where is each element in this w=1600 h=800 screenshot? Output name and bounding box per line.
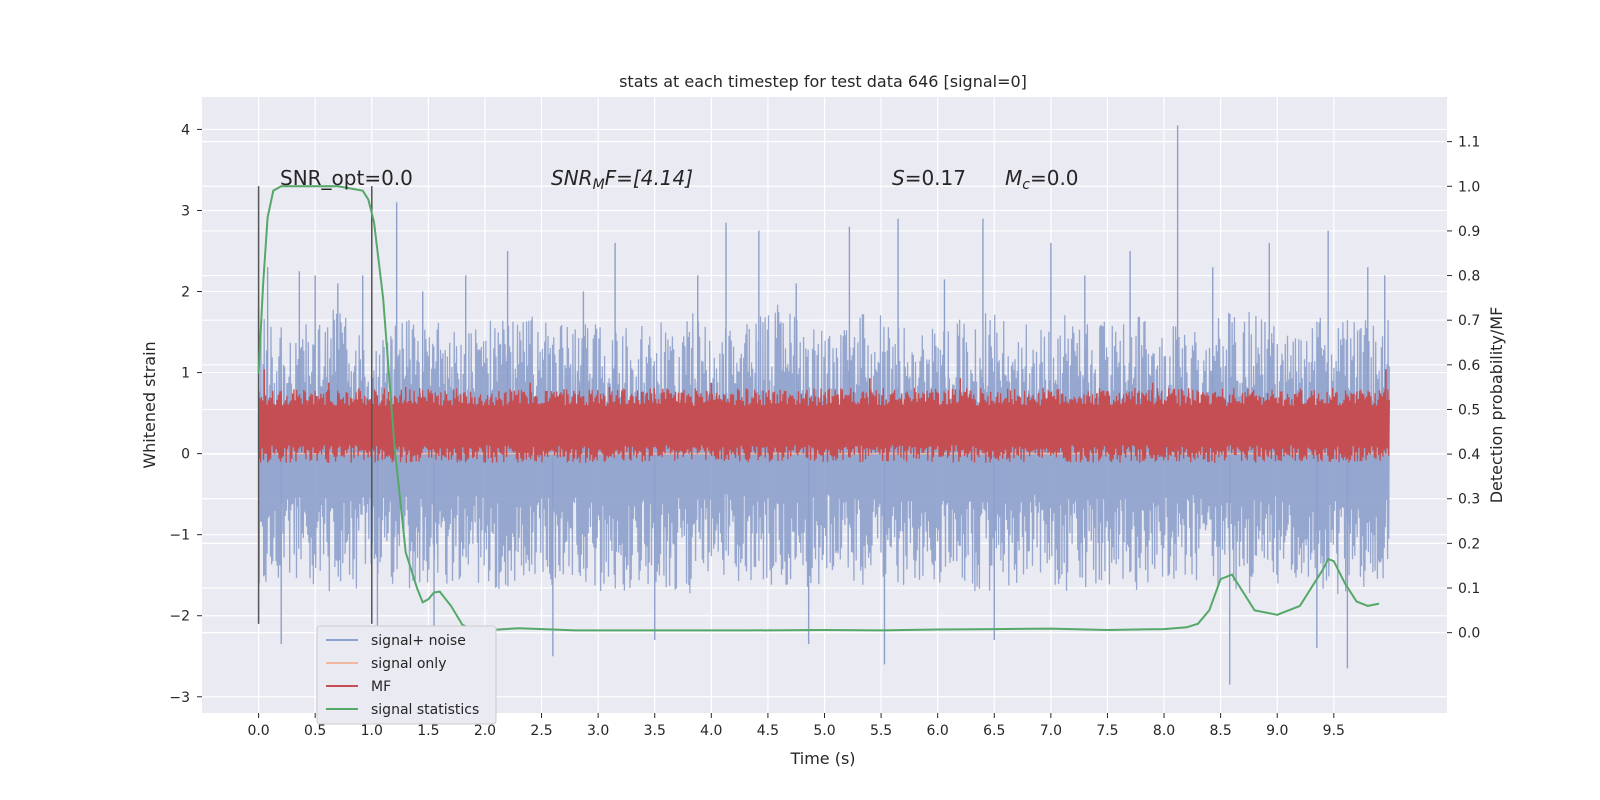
annotation-s: S=0.17: [892, 166, 966, 190]
x-tick-label: 0.5: [304, 723, 326, 739]
series-signal-statistics: [257, 185, 1380, 632]
x-axis-label: Time (s): [789, 749, 855, 768]
x-tick-label: 4.0: [700, 723, 722, 739]
event-markers: [257, 186, 373, 624]
x-tick-label: 3.5: [644, 723, 666, 739]
legend-label-mf: MF: [371, 679, 391, 695]
x-tick-label: 5.0: [813, 723, 835, 739]
legend: signal+ noise signal only MF signal stat…: [316, 625, 497, 725]
x-tick-label: 1.0: [361, 723, 383, 739]
x-tick-label: 7.0: [1040, 723, 1062, 739]
signal-noise-line: [257, 304, 1390, 595]
mf-line: [257, 387, 1390, 464]
signal-statistics-line: [257, 185, 1380, 632]
legend-label-signal-statistics: signal statistics: [371, 702, 479, 718]
x-tick-label: 1.5: [417, 723, 439, 739]
annotation-snr-mf: SNRMF=[4.14]: [551, 166, 693, 193]
y-right-tick-label: 1.0: [1458, 179, 1480, 195]
y-tick-label: 0: [181, 447, 190, 463]
y-tick-label: 4: [181, 122, 190, 138]
x-tick-label: 5.5: [870, 723, 892, 739]
y-right-tick-label: 0.0: [1458, 626, 1480, 642]
y-tick-label: −3: [169, 690, 190, 706]
legend-label-signal-noise: signal+ noise: [371, 633, 466, 649]
y-right-tick-label: 0.6: [1458, 358, 1480, 374]
y-tick-label: 2: [181, 285, 190, 301]
y-right-tick-label: 0.3: [1458, 492, 1480, 508]
x-tick-label: 9.0: [1266, 723, 1288, 739]
annotation-mc: Mc=0.0: [1005, 166, 1079, 193]
y-right-tick-label: 0.7: [1458, 313, 1480, 329]
y-tick-label: −1: [169, 528, 190, 544]
y-tick-label: −2: [169, 609, 190, 625]
x-tick-label: 9.5: [1323, 723, 1345, 739]
x-tick-label: 2.5: [530, 723, 552, 739]
x-tick-label: 8.5: [1210, 723, 1232, 739]
legend-label-signal-only: signal only: [371, 656, 446, 672]
x-tick-label: 2.0: [474, 723, 496, 739]
x-tick-label: 6.0: [927, 723, 949, 739]
y-tick-label: 1: [181, 366, 190, 382]
x-tick-label: 0.0: [247, 723, 269, 739]
y-axis-right-label: Detection probability/MF: [1487, 307, 1506, 504]
x-tick-label: 8.0: [1153, 723, 1175, 739]
annotation-snr-opt: SNR_opt=0.0: [280, 166, 413, 190]
y-right-tick-label: 1.1: [1458, 135, 1480, 151]
y-right-tick-label: 0.4: [1458, 447, 1480, 463]
y-axis-label: Whitened strain: [140, 341, 159, 468]
x-tick-label: 4.5: [757, 723, 779, 739]
chart-title: stats at each timestep for test data 646…: [619, 72, 1027, 91]
x-tick-label: 3.0: [587, 723, 609, 739]
axis-ticks: 0.0 0.5 1.0 1.5 2.0 2.5 3.0 3.5 4.0 4.5 5.0 5.5 6.0 6…: [169, 122, 1480, 739]
y-right-tick-label: 0.5: [1458, 402, 1480, 418]
y-tick-label: 3: [181, 203, 190, 219]
x-tick-label: 6.5: [983, 723, 1005, 739]
y-right-tick-label: 0.2: [1458, 536, 1480, 552]
x-tick-label: 7.5: [1096, 723, 1118, 739]
y-right-tick-label: 0.1: [1458, 581, 1480, 597]
y-right-tick-label: 0.9: [1458, 224, 1480, 240]
legend-box: [316, 625, 497, 725]
y-right-tick-label: 0.8: [1458, 269, 1480, 285]
series-mf: [257, 369, 1390, 464]
